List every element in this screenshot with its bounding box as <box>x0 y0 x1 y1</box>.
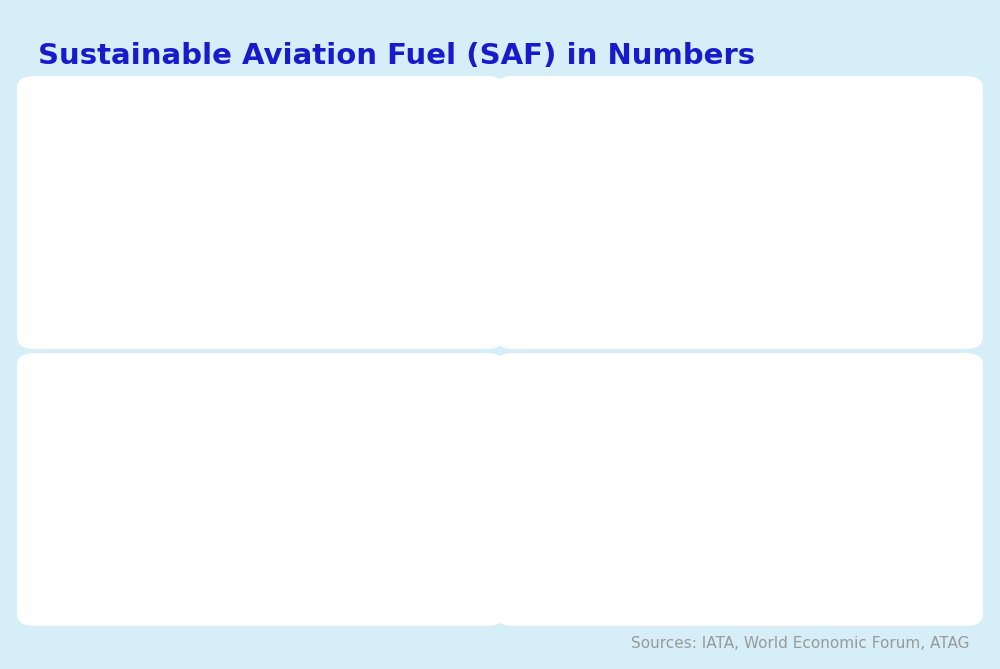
Text: 450,000: 450,000 <box>524 406 955 498</box>
Text: 70%: 70% <box>626 129 853 221</box>
Text: Sustainable Aviation Fuel (SAF) in Numbers: Sustainable Aviation Fuel (SAF) in Numbe… <box>38 42 755 70</box>
Text: 7: 7 <box>228 406 293 498</box>
Text: The average CO₂ reduction from
SAF in 2023: The average CO₂ reduction from SAF in 20… <box>559 261 920 304</box>
Text: Number of flights powered by
SAF in 2023: Number of flights powered by SAF in 2023 <box>95 261 426 304</box>
Text: Number of technical pathways for
producing SAF available in 2023: Number of technical pathways for produci… <box>71 538 450 581</box>
Text: Sources: IATA, World Economic Forum, ATAG: Sources: IATA, World Economic Forum, ATA… <box>632 636 970 651</box>
Text: 490,000: 490,000 <box>45 129 476 221</box>
Text: Volume of SAF consumed by
airlines in 2023 (tons): Volume of SAF consumed by airlines in 20… <box>581 538 898 581</box>
